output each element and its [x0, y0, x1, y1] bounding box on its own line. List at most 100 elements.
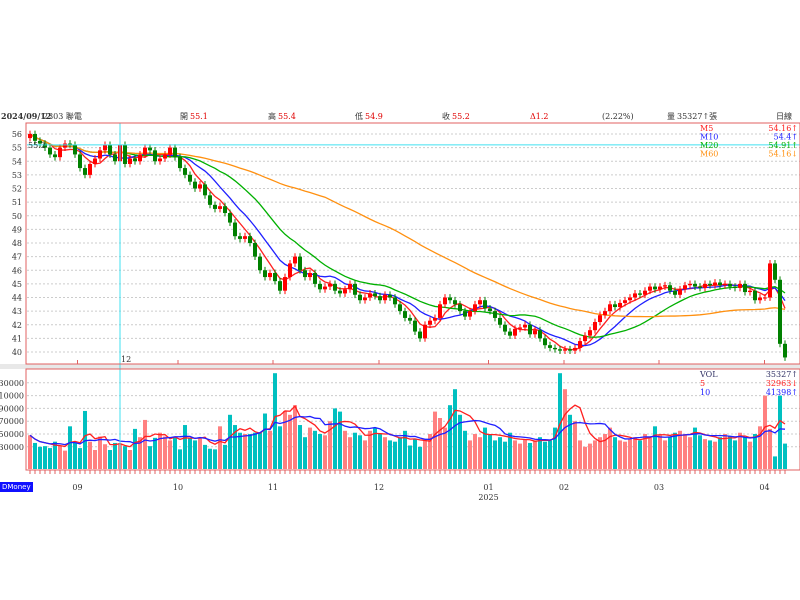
candle-body — [743, 283, 747, 293]
candle-body — [288, 263, 292, 278]
candle-body — [433, 317, 437, 321]
volume-bar — [683, 434, 687, 469]
volume-bar — [168, 440, 172, 469]
period-label: 日線 — [776, 111, 792, 121]
crosshair-price-label: 55.2 — [28, 141, 46, 150]
volume-bar — [673, 432, 677, 469]
volume-bar — [583, 446, 587, 469]
candle-body — [143, 147, 147, 155]
volume-bar — [488, 434, 492, 469]
candle-body — [508, 331, 512, 336]
volume-bar — [333, 408, 337, 469]
volume-bar — [53, 441, 57, 469]
volume-bar — [208, 448, 212, 469]
candle-body — [148, 147, 152, 151]
candle-body — [48, 147, 52, 155]
volume-bar — [758, 426, 762, 469]
candle-body — [783, 343, 787, 358]
x-tick-label: 04 — [759, 483, 769, 492]
volume-bar — [108, 450, 112, 469]
low-label: 低 — [355, 111, 363, 121]
dmoney-badge[interactable]: DMoney — [0, 482, 33, 492]
volume-bar — [508, 432, 512, 469]
candle-body — [623, 300, 627, 303]
volume-bar — [228, 414, 232, 469]
volume-bar — [368, 430, 372, 469]
volume-bar — [408, 445, 412, 469]
volume-tick-label: 130000 — [0, 379, 24, 388]
volume-bar — [738, 432, 742, 469]
volume-bar — [63, 450, 67, 469]
candle-body — [483, 300, 487, 309]
candle-body — [298, 256, 302, 271]
candle-body — [548, 345, 552, 348]
x-tick-label: 09 — [72, 483, 82, 492]
price-tick-label: 52 — [12, 185, 22, 194]
high-label: 高 — [268, 111, 276, 121]
candle-body — [633, 293, 637, 298]
candle-body — [253, 243, 257, 257]
volume-bars — [28, 373, 787, 469]
candle-body — [283, 277, 287, 291]
volume-bar — [203, 444, 207, 469]
volume-panel-frame — [25, 368, 800, 471]
volume-bar — [458, 414, 462, 469]
grid — [27, 133, 800, 448]
candle-body — [158, 158, 162, 162]
candle-body — [523, 324, 527, 328]
candle-body — [503, 324, 507, 332]
candle-body — [228, 213, 232, 223]
candle-body — [598, 315, 602, 323]
change-value: Δ1.2 — [530, 112, 549, 121]
candle-body — [543, 338, 547, 346]
volume-bar — [268, 430, 272, 469]
candle-body — [108, 144, 112, 155]
volume-tick-label: 70000 — [0, 417, 24, 426]
volume-bar — [68, 426, 72, 469]
volume-bar — [663, 440, 667, 469]
candle-body — [113, 154, 117, 162]
candle-body — [303, 270, 307, 278]
x-tick-label: 03 — [654, 483, 664, 492]
candle-body — [513, 328, 517, 336]
price-tick-label: 49 — [12, 225, 22, 234]
volume-bar — [433, 411, 437, 469]
volume-bar — [403, 430, 407, 469]
legend: M5 54.16↑ M10 54.4↑ M20 54.91↑ M60 54.16↓ VOL 353… — [699, 124, 798, 397]
close-label: 收 — [442, 111, 450, 121]
candle-body — [338, 290, 342, 294]
volume-bar — [318, 434, 322, 469]
volume-ma5-line — [29, 404, 786, 448]
candle-body — [308, 272, 312, 278]
candle-body — [653, 286, 657, 290]
candle-body — [738, 283, 742, 288]
volume-bar — [158, 432, 162, 469]
open-label: 開 — [180, 112, 188, 121]
volume-bar — [138, 437, 142, 469]
volume-bar — [743, 437, 747, 469]
candle-body — [463, 311, 467, 317]
panel-divider[interactable] — [0, 364, 800, 369]
volume-bar — [323, 435, 327, 469]
volume-bar — [183, 425, 187, 469]
volume-bar — [388, 440, 392, 469]
candle-body — [413, 320, 417, 332]
candle-body — [428, 320, 432, 325]
candle-body — [178, 157, 182, 169]
volume-tick-label: 110000 — [0, 392, 24, 401]
volume-bar — [363, 440, 367, 469]
volume-bar — [638, 440, 642, 469]
volume-bar — [178, 449, 182, 469]
candle-body — [648, 286, 652, 291]
volume-bar — [478, 437, 482, 469]
candle-body — [638, 293, 642, 295]
candle-body — [723, 283, 727, 286]
volume-bar — [133, 428, 137, 469]
price-tick-label: 40 — [12, 348, 22, 357]
candle-body — [393, 297, 397, 305]
change-percent: (2.22%) — [602, 112, 634, 121]
candle-body — [68, 143, 72, 145]
volume-label: 量 — [667, 112, 675, 121]
candle-body — [193, 181, 197, 189]
candle-body — [28, 134, 32, 139]
